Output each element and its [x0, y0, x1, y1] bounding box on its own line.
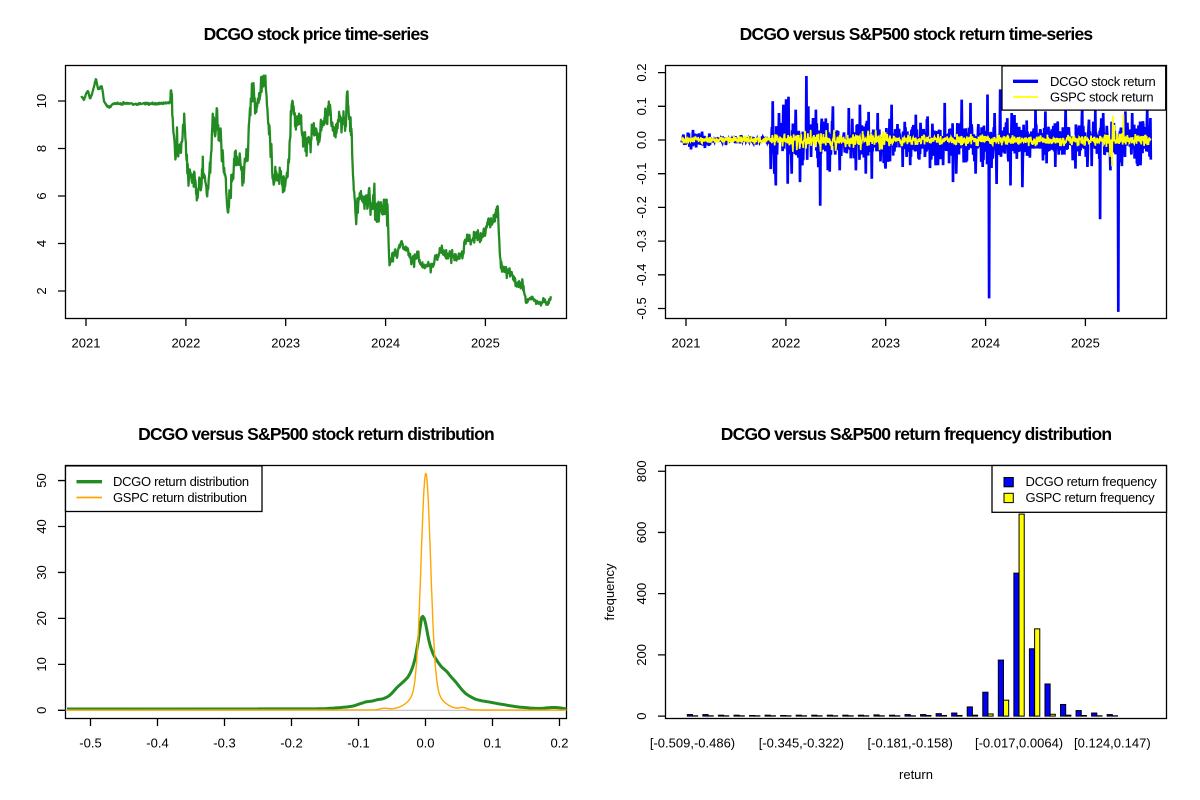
svg-text:2: 2: [34, 287, 49, 294]
svg-text:2023: 2023: [271, 336, 300, 351]
svg-text:0.1: 0.1: [634, 97, 649, 115]
svg-text:2025: 2025: [471, 336, 500, 351]
svg-text:0: 0: [634, 712, 649, 719]
svg-text:0.0: 0.0: [416, 736, 434, 751]
svg-text:800: 800: [634, 460, 649, 482]
svg-text:2022: 2022: [771, 336, 800, 351]
svg-text:2025: 2025: [1071, 336, 1100, 351]
svg-text:GSPC return distribution: GSPC return distribution: [113, 490, 247, 505]
svg-text:4: 4: [34, 240, 49, 247]
svg-text:-0.5: -0.5: [634, 297, 649, 319]
svg-text:[0.124,0.147): [0.124,0.147): [1074, 736, 1151, 751]
svg-text:DCGO return distribution: DCGO return distribution: [113, 474, 249, 489]
svg-text:DCGO return frequency: DCGO return frequency: [1026, 474, 1158, 489]
svg-text:[-0.181,-0.158): [-0.181,-0.158): [868, 736, 953, 751]
svg-text:20: 20: [34, 611, 49, 625]
svg-text:400: 400: [634, 583, 649, 605]
svg-text:2024: 2024: [371, 336, 400, 351]
svg-text:200: 200: [634, 644, 649, 666]
svg-text:0.0: 0.0: [634, 131, 649, 149]
svg-text:return: return: [899, 767, 933, 782]
svg-text:GSPC return frequency: GSPC return frequency: [1026, 490, 1156, 505]
svg-text:2021: 2021: [72, 336, 101, 351]
svg-text:0.1: 0.1: [483, 736, 501, 751]
svg-text:30: 30: [34, 565, 49, 579]
svg-text:DCGO stock return: DCGO stock return: [1050, 74, 1155, 89]
svg-text:-0.5: -0.5: [79, 736, 101, 751]
svg-text:-0.2: -0.2: [280, 736, 302, 751]
svg-text:10: 10: [34, 657, 49, 671]
svg-text:-0.1: -0.1: [347, 736, 369, 751]
svg-text:8: 8: [34, 145, 49, 152]
svg-text:2022: 2022: [171, 336, 200, 351]
svg-text:600: 600: [634, 522, 649, 544]
svg-text:40: 40: [34, 519, 49, 533]
svg-text:frequency: frequency: [602, 563, 617, 621]
svg-text:0: 0: [34, 707, 49, 714]
svg-text:2024: 2024: [971, 336, 1000, 351]
svg-text:GSPC stock return: GSPC stock return: [1050, 90, 1153, 105]
svg-text:DCGO versus S&P500 return freq: DCGO versus S&P500 return frequency dist…: [721, 424, 1112, 444]
svg-text:0.2: 0.2: [634, 64, 649, 82]
svg-text:[-0.017,0.0064): [-0.017,0.0064): [975, 736, 1063, 751]
svg-text:-0.3: -0.3: [634, 230, 649, 252]
svg-text:-0.4: -0.4: [634, 264, 649, 286]
svg-text:10: 10: [34, 94, 49, 108]
svg-text:-0.4: -0.4: [146, 736, 168, 751]
svg-text:2023: 2023: [871, 336, 900, 351]
svg-text:DCGO stock price time-series: DCGO stock price time-series: [204, 24, 430, 44]
svg-text:DCGO versus S&P500 stock retur: DCGO versus S&P500 stock return distribu…: [138, 424, 494, 444]
svg-text:DCGO versus S&P500 stock retur: DCGO versus S&P500 stock return time-ser…: [740, 24, 1094, 44]
svg-text:0.2: 0.2: [550, 736, 568, 751]
svg-text:[-0.345,-0.322): [-0.345,-0.322): [759, 736, 844, 751]
svg-text:2021: 2021: [672, 336, 701, 351]
svg-text:6: 6: [34, 192, 49, 199]
svg-text:-0.1: -0.1: [634, 162, 649, 184]
svg-text:-0.2: -0.2: [634, 196, 649, 218]
svg-text:-0.3: -0.3: [213, 736, 235, 751]
svg-text:[-0.509,-0.486): [-0.509,-0.486): [650, 736, 735, 751]
svg-text:50: 50: [34, 473, 49, 487]
